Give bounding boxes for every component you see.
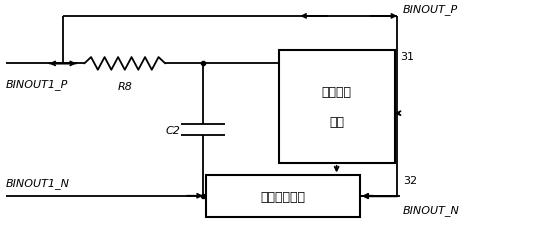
Text: 31: 31 [400, 52, 414, 62]
Text: BINOUT1_P: BINOUT1_P [6, 79, 69, 90]
Text: C2: C2 [166, 125, 181, 135]
Text: 逻辑控制: 逻辑控制 [321, 86, 352, 99]
Text: BINOUT_P: BINOUT_P [403, 4, 458, 15]
Text: BINOUT1_N: BINOUT1_N [6, 177, 70, 188]
Text: R8: R8 [117, 82, 132, 92]
Bar [206, 176, 360, 217]
Text: 32: 32 [403, 176, 417, 186]
Text: 开关控制电路: 开关控制电路 [260, 190, 305, 203]
Text: BINOUT_N: BINOUT_N [403, 204, 460, 215]
Text: 电路: 电路 [329, 115, 344, 128]
Bar [279, 51, 394, 163]
